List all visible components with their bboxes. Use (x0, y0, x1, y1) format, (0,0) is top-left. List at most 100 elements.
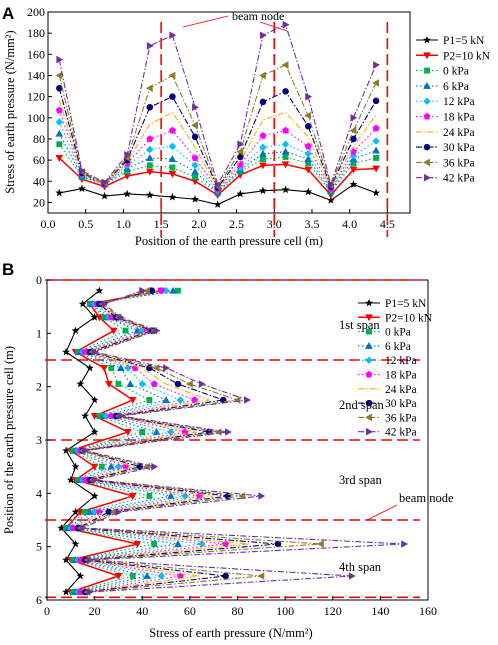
panel-a-series-1-point-8 (213, 200, 222, 208)
panel-b-y-tick-label-4: 3 (36, 433, 42, 447)
panel-b-series-2-point-19 (114, 573, 123, 580)
panel-b-y-ticks: 0 1 2 3 4 5 6 (36, 273, 51, 607)
panel-b-span-label-1: 1st span (339, 318, 380, 332)
panel-a-series-6-line (58, 110, 377, 191)
panel-b-series-4-point-10 (152, 428, 161, 435)
panel-a-series-10-point-1 (56, 55, 64, 64)
panel-a-series-2-point-11 (281, 161, 290, 169)
panel-a-series-10-point-3 (101, 178, 109, 187)
panel-b-series-7-line (73, 290, 250, 593)
panel-b-series-1-point-17 (71, 539, 80, 548)
panel-b-series-3-point-10 (139, 429, 146, 435)
panel-a-letter: A (2, 4, 14, 23)
panel-b-series-3-point-12 (98, 463, 105, 470)
panel-b-legend-marker-4 (365, 341, 373, 349)
panel-a-series-10-point-7 (192, 103, 199, 112)
panel-b-legend-label-2: P2=10 kN (385, 312, 433, 324)
panel-a-series-1-point-10 (258, 186, 267, 195)
panel-a-series-4-point-10 (259, 149, 267, 157)
panel-b-series-5-point-19 (157, 572, 166, 580)
panel-a-series-10-point-13 (327, 180, 335, 189)
panel-a-series-10-point-4 (124, 151, 132, 159)
panel-a-series-1-point-5 (145, 190, 154, 199)
panel-b-y-axis-label: Position of the earth pressure cell (m) (2, 346, 16, 534)
panel-a-series-4-point-5 (146, 154, 154, 161)
panel-b-legend-label-4: 6 kPa (385, 341, 411, 353)
panel-a-legend: P1=5 kN P2=10 kN 0 kPa 6 kPa 12 kPa 18 kPa 24 … (416, 35, 491, 185)
panel-b-series-2-point-17 (133, 541, 142, 548)
panel-a-series-3-point-1 (56, 141, 63, 148)
panel-a-legend-marker-10 (424, 173, 431, 182)
panel-b-series-10-point-12 (151, 462, 159, 471)
panel-a-legend-label-1: P1=5 kN (443, 35, 485, 47)
panel-b-legend-label-3: 0 kPa (385, 327, 411, 339)
panel-b-series-8-point-17 (274, 540, 282, 548)
panel-b-series-10-point-16 (79, 524, 87, 532)
panel-a-series-6 (55, 106, 380, 193)
panel-b-series-4-point-12 (107, 462, 116, 470)
panel-a-x-tick-label-9: 4.0 (342, 217, 357, 231)
panel-a-series-5-point-6 (168, 142, 177, 151)
panel-a-legend-marker-6 (423, 112, 431, 120)
panel-a-series-3-point-10 (259, 156, 266, 162)
panel-b-series-10-point-15 (115, 508, 123, 516)
panel-b-x-tick-label-8: 140 (371, 604, 389, 618)
panel-a-series-3-point-6 (169, 164, 176, 171)
panel-a-series (55, 20, 381, 208)
panel-b-series-10-point-3 (117, 313, 125, 322)
panel-a-series-2-point-10 (259, 162, 267, 170)
panel-b-series-4-point-1 (169, 286, 178, 294)
panel-a-series-6-point-7 (191, 154, 199, 161)
panel-a-series-5-point-12 (304, 150, 312, 158)
panel-a-series-9-point-7 (191, 121, 199, 130)
panel-a-series-1-point-14 (349, 180, 358, 188)
panel-a-y-tick-label-8: 160 (27, 47, 45, 61)
panel-a-series-9-line (58, 64, 377, 188)
panel-a-series-8-point-12 (304, 122, 312, 130)
panel-b-series-9-point-19 (257, 572, 265, 580)
panel-b-series-10-point-2 (101, 300, 109, 308)
panel-a-legend-label-9: 36 kPa (443, 157, 475, 169)
panel-b-span-label-4: 4th span (339, 560, 382, 574)
panel-a-y-tick-label-1: 20 (33, 195, 45, 209)
panel-a-series-8-point-11 (282, 88, 289, 95)
panel-a-series-4-point-11 (281, 147, 290, 155)
panel-b-series-9-point-8 (233, 396, 241, 404)
panel-a-x-tick-label-4: 1.5 (154, 217, 169, 231)
panel-b-x-ticks: 0 20 40 60 80 100 120 140 160 (44, 596, 437, 618)
panel-b-series-9-line (78, 290, 321, 593)
panel-a-series-5-point-7 (191, 161, 199, 170)
panel-b-x-tick-label-9: 160 (419, 604, 437, 618)
panel-b-series-5-point-12 (114, 462, 123, 471)
panel-b-series-4-point-6 (117, 364, 125, 371)
panel-b-span-label-3: 3rd span (339, 473, 382, 487)
panel-b-series-5-point-7 (138, 380, 146, 388)
panel-b-series-4-line (67, 290, 179, 593)
panel-b-x-tick-label-4: 60 (184, 604, 196, 618)
panel-a-series-10-line (58, 23, 377, 187)
panel-a-legend-label-2: P2=10 kN (443, 50, 491, 62)
panel-a-x-tick-label-3: 1.0 (116, 217, 131, 231)
panel-a-series-10-point-9 (237, 140, 245, 149)
panel-b-series-5-point-10 (167, 428, 175, 436)
panel-b-series-2-point-7 (105, 381, 113, 388)
panel-b-beam-node-label: beam node (399, 491, 454, 505)
panel-a-series-3-point-11 (282, 153, 289, 160)
panel-a-x-tick-label-1: 0.0 (41, 217, 56, 231)
panel-b-series-2-point-8 (128, 397, 137, 404)
panel-a-series-1-point-3 (100, 191, 109, 200)
panel-a-series-6-point-12 (304, 142, 312, 150)
panel-a-series-9-point-5 (145, 84, 153, 92)
panel-b-series-2-point-12 (90, 463, 99, 471)
panel-a-series-10-point-8 (214, 180, 222, 189)
panel-b-series-1-point-12 (71, 462, 80, 471)
panel-b-series-10-point-9 (117, 412, 125, 420)
panel-b-series-10-point-8 (244, 396, 251, 404)
panel-b-series-10-point-14 (258, 492, 266, 500)
panel-a-series-4-point-15 (372, 146, 380, 154)
panel-a-beam-node-pointer-2 (182, 15, 229, 28)
panel-a-series-5-point-15 (372, 137, 380, 145)
panel-a-series-9-point-6 (168, 71, 176, 80)
panel-b-legend-marker-1 (365, 298, 373, 307)
panel-a-x-tick-label-7: 3.0 (267, 217, 282, 231)
